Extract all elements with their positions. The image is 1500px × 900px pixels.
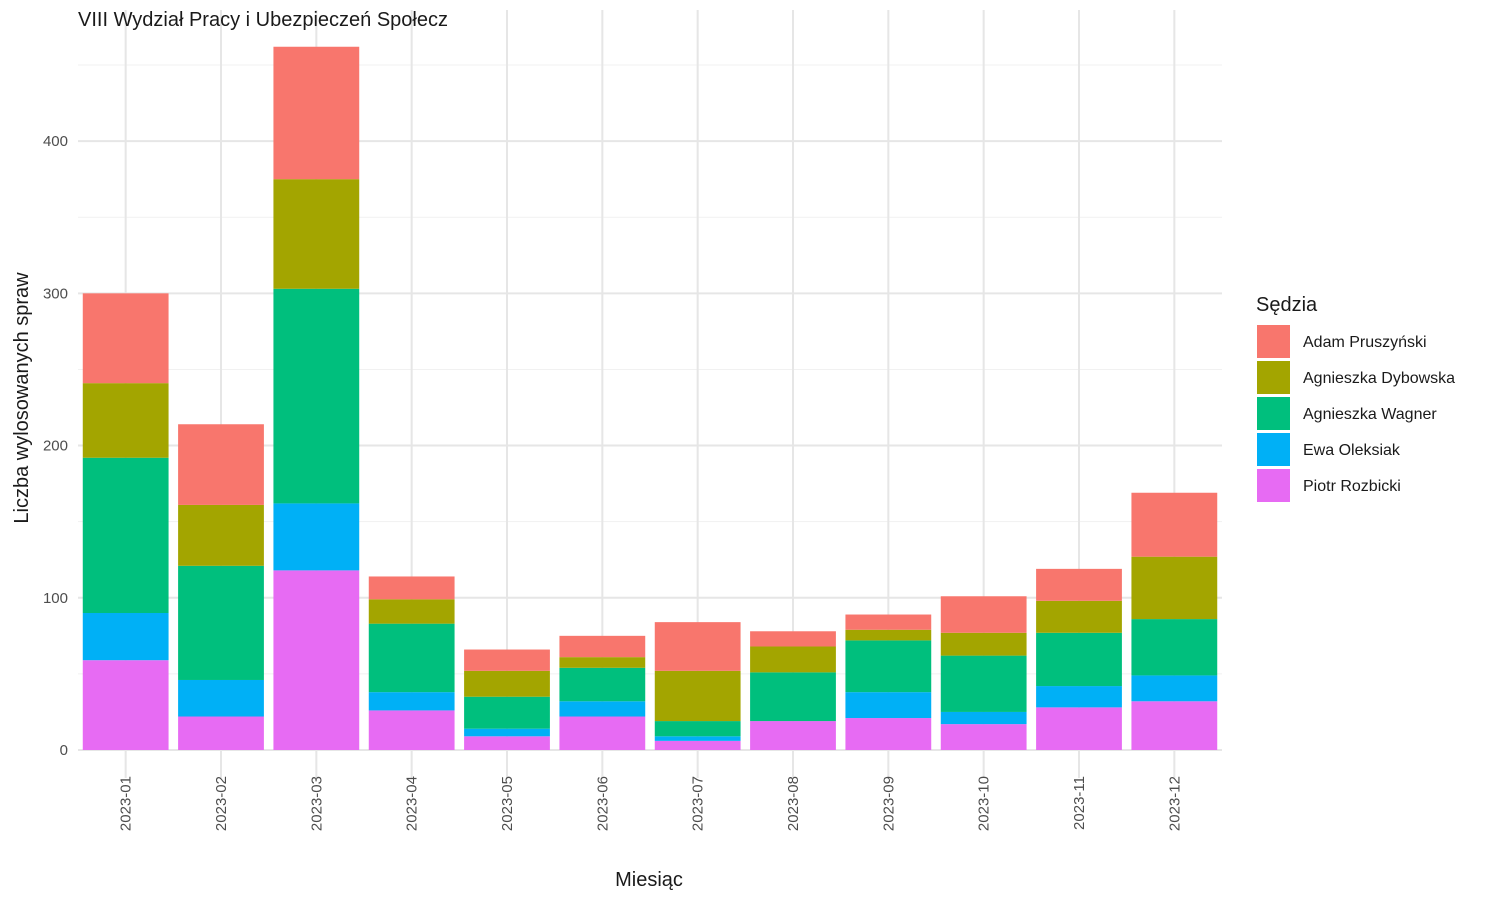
bar-segment <box>273 288 360 504</box>
bar-segment <box>1036 568 1122 601</box>
bar-segment <box>273 570 360 750</box>
bar-segment <box>368 692 455 711</box>
bar-segment <box>1036 632 1122 687</box>
bar-segment <box>940 724 1027 750</box>
chart-title: VIII Wydział Pracy i Ubezpieczeń Społecz <box>78 9 448 31</box>
bar-segment <box>845 692 932 719</box>
bar-segment <box>559 657 646 668</box>
bar-segment <box>1036 686 1122 708</box>
bar-segment <box>464 670 550 697</box>
bar-segment <box>1036 600 1122 633</box>
legend-title: Sędzia <box>1256 294 1318 316</box>
legend-swatch <box>1257 433 1290 466</box>
bar-segment <box>654 670 741 722</box>
bar-segment <box>82 457 169 614</box>
bar-segment <box>82 613 169 661</box>
bar-segment <box>273 503 360 571</box>
bar-segment <box>368 710 455 750</box>
bar-segment <box>82 293 169 384</box>
y-tick-label: 400 <box>43 133 68 150</box>
x-axis-title: Miesiąc <box>615 869 683 891</box>
y-tick-label: 100 <box>43 590 68 607</box>
y-axis-title: Liczba wylosowanych spraw <box>11 272 33 524</box>
bar-segment <box>464 649 550 671</box>
x-tick-label: 2023-11 <box>1071 776 1088 830</box>
x-tick-label: 2023-02 <box>213 776 230 831</box>
bar-segment <box>273 179 360 289</box>
bar-segment <box>940 711 1027 725</box>
bar-segment <box>368 623 455 693</box>
legend-swatch <box>1257 325 1290 358</box>
x-tick-label: 2023-05 <box>499 776 516 831</box>
bar-segment <box>178 679 264 717</box>
bar-segment <box>654 721 741 737</box>
bar-segment <box>654 740 741 750</box>
x-tick-label: 2023-06 <box>594 776 611 831</box>
y-tick-label: 200 <box>43 438 68 455</box>
legend-label: Agnieszka Dybowska <box>1303 370 1455 387</box>
bar-segment <box>1036 707 1122 750</box>
x-tick-label: 2023-07 <box>690 776 707 831</box>
bar-segment <box>464 728 550 737</box>
y-tick-label: 300 <box>43 285 68 302</box>
bar-segment <box>464 696 550 729</box>
legend-label: Piotr Rozbicki <box>1303 478 1401 495</box>
bar-segment <box>845 629 932 641</box>
y-tick-label: 0 <box>60 742 68 759</box>
x-tick-label: 2023-01 <box>118 776 135 831</box>
bar-segment <box>940 655 1027 712</box>
bar-segment <box>654 622 741 671</box>
legend-label: Ewa Oleksiak <box>1303 442 1401 459</box>
bar-segment <box>559 667 646 702</box>
bar-segment <box>368 599 455 624</box>
bar-segment <box>845 614 932 630</box>
bar-segment <box>845 640 932 693</box>
bar-segment <box>464 736 550 750</box>
bar-segment <box>178 424 264 505</box>
bar-segment <box>178 504 264 566</box>
bar-segment <box>1131 701 1218 750</box>
bar-segment <box>750 646 836 673</box>
y-axis-ticks: 0 100 200 300 400 <box>43 133 68 759</box>
x-tick-label: 2023-08 <box>785 776 802 831</box>
bar-segment <box>940 632 1027 656</box>
bar-stacks <box>82 46 1218 750</box>
bar-segment <box>940 596 1027 633</box>
bar-segment <box>750 631 836 647</box>
x-tick-label: 2023-09 <box>880 776 897 831</box>
legend-swatch <box>1257 361 1290 394</box>
bar-segment <box>178 565 264 680</box>
legend-label: Adam Pruszyński <box>1303 334 1427 351</box>
bar-segment <box>178 716 264 750</box>
bar-segment <box>368 576 455 600</box>
bar-segment <box>82 660 169 750</box>
legend: Sędzia Adam Pruszyński Agnieszka Dybowska… <box>1256 294 1455 502</box>
bar-segment <box>750 721 836 750</box>
x-axis-ticks: 2023-01 2023-02 2023-03 2023-04 2023-05 2023-… <box>118 776 1184 831</box>
legend-swatch <box>1257 397 1290 430</box>
bar-segment <box>1131 492 1218 557</box>
bar-segment <box>1131 556 1218 620</box>
bar-segment <box>1131 619 1218 676</box>
bar-segment <box>750 672 836 722</box>
bar-segment <box>654 736 741 741</box>
x-tick-label: 2023-10 <box>976 776 993 831</box>
bar-segment <box>845 718 932 750</box>
bar-segment <box>559 635 646 658</box>
bar-segment <box>559 701 646 717</box>
legend-swatch <box>1257 469 1290 502</box>
bar-segment <box>82 383 169 458</box>
x-tick-label: 2023-03 <box>308 776 325 831</box>
bar-segment <box>273 46 360 180</box>
legend-label: Agnieszka Wagner <box>1303 406 1437 423</box>
bar-segment <box>1131 675 1218 702</box>
x-tick-label: 2023-04 <box>404 776 421 831</box>
x-tick-label: 2023-12 <box>1166 776 1183 831</box>
bar-segment <box>559 716 646 750</box>
